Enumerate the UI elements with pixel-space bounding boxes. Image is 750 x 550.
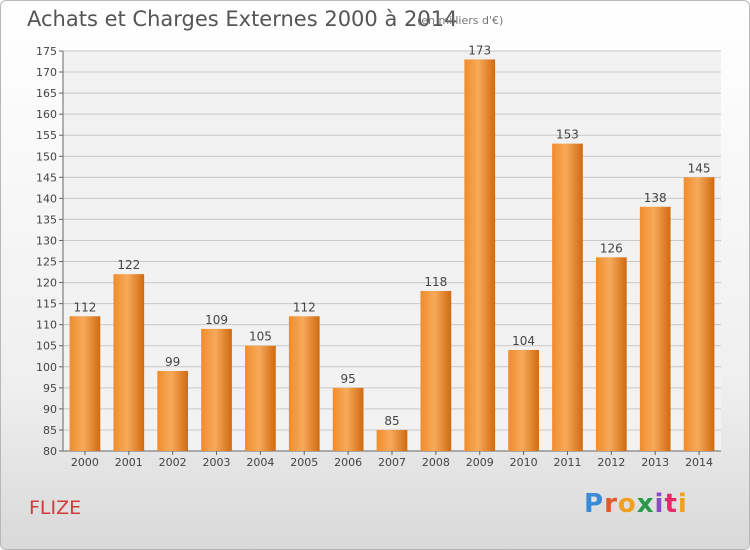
bar — [552, 143, 583, 451]
data-label: 112 — [73, 300, 96, 314]
data-label: 112 — [293, 300, 316, 314]
data-label: 173 — [468, 43, 491, 57]
x-tick-label: 2004 — [246, 456, 274, 469]
y-tick-label: 115 — [36, 298, 57, 311]
x-tick-label: 2012 — [597, 456, 625, 469]
x-tick-label: 2001 — [115, 456, 143, 469]
x-tick-label: 2007 — [378, 456, 406, 469]
data-label: 99 — [165, 355, 180, 369]
data-label: 145 — [688, 161, 711, 175]
y-tick-label: 165 — [36, 87, 57, 100]
location-label: FLIZE — [29, 497, 82, 519]
y-tick-label: 145 — [36, 171, 57, 184]
proxiti-logo: Proxiti — [584, 489, 688, 519]
x-tick-label: 2009 — [466, 456, 494, 469]
x-tick-label: 2008 — [422, 456, 450, 469]
data-label: 95 — [340, 372, 355, 386]
data-label: 153 — [556, 128, 579, 142]
chart-subtitle: (en milliers d'€) — [417, 14, 504, 27]
bar — [508, 349, 539, 451]
y-tick-label: 110 — [36, 319, 57, 332]
x-tick-label: 2006 — [334, 456, 362, 469]
bar — [332, 387, 364, 451]
y-tick-label: 130 — [36, 234, 57, 247]
data-label: 122 — [117, 258, 140, 272]
bar — [288, 316, 320, 451]
bar — [420, 291, 452, 451]
y-tick-label: 155 — [36, 129, 57, 142]
bar — [157, 371, 189, 451]
y-tick-label: 135 — [36, 213, 57, 226]
data-label: 105 — [249, 330, 272, 344]
bar — [69, 316, 101, 451]
y-tick-label: 170 — [36, 66, 57, 79]
y-tick-label: 140 — [36, 192, 57, 205]
y-tick-label: 100 — [36, 361, 57, 374]
chart-title: Achats et Charges Externes 2000 à 2014 — [27, 7, 458, 31]
y-tick-label: 175 — [36, 45, 57, 58]
bar — [595, 257, 627, 451]
x-tick-label: 2003 — [203, 456, 231, 469]
data-label: 126 — [600, 241, 623, 255]
y-tick-label: 85 — [43, 424, 57, 437]
y-tick-label: 125 — [36, 256, 57, 269]
y-tick-label: 80 — [43, 445, 57, 458]
y-tick-label: 90 — [43, 403, 57, 416]
data-label: 109 — [205, 313, 228, 327]
bar — [113, 274, 145, 451]
bar — [376, 429, 408, 451]
data-label: 104 — [512, 334, 535, 348]
x-tick-label: 2014 — [685, 456, 713, 469]
y-tick-label: 95 — [43, 382, 57, 395]
bar — [639, 206, 671, 451]
bar — [464, 59, 496, 451]
x-tick-label: 2005 — [290, 456, 318, 469]
y-tick-label: 120 — [36, 277, 57, 290]
y-tick-label: 150 — [36, 150, 57, 163]
bar — [201, 328, 232, 451]
data-label: 118 — [424, 275, 447, 289]
x-tick-label: 2000 — [71, 456, 99, 469]
x-tick-label: 2013 — [641, 456, 669, 469]
y-tick-label: 105 — [36, 340, 57, 353]
x-tick-label: 2010 — [510, 456, 538, 469]
data-label: 138 — [644, 191, 667, 205]
y-tick-label: 160 — [36, 108, 57, 121]
bar — [683, 177, 715, 451]
x-tick-label: 2002 — [159, 456, 187, 469]
x-tick-label: 2011 — [553, 456, 581, 469]
bar — [245, 345, 276, 451]
data-label: 85 — [384, 414, 399, 428]
